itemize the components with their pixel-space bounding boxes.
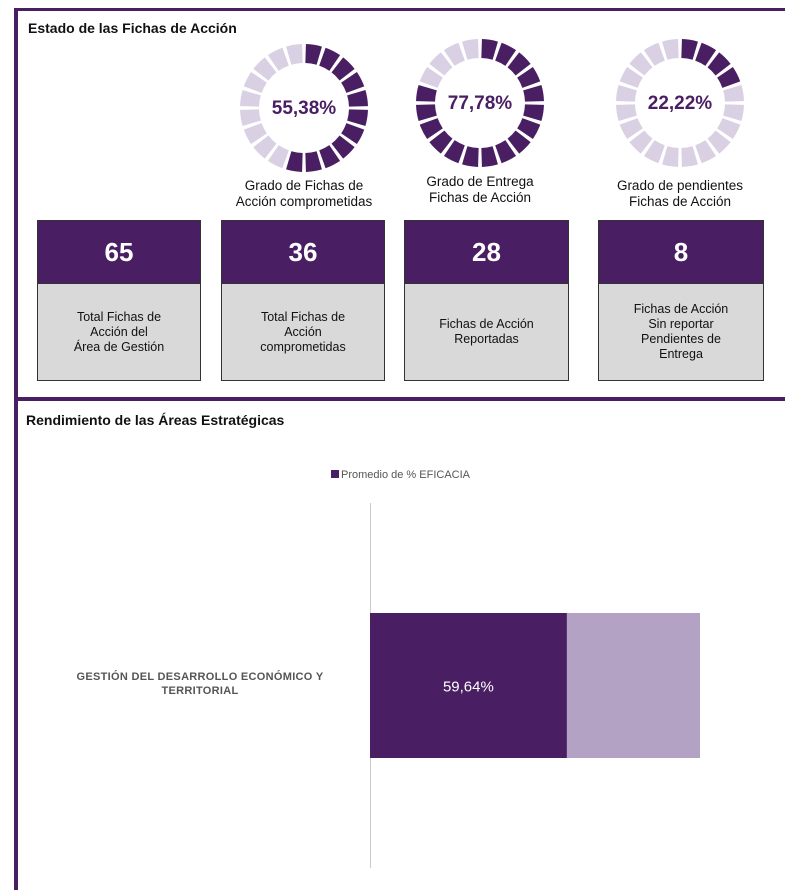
gauge-fill [681,39,741,88]
gauge-segment [481,146,498,167]
legend-swatch [331,470,339,478]
gauge-segment [286,151,303,172]
section-title: Estado de las Fichas de Acción [28,20,237,36]
gauge-segment [707,52,731,76]
gauge-segment [341,71,365,93]
card-value: 8 [598,220,764,284]
gauge-segment [681,39,698,60]
gauge-segment [267,145,289,169]
card-value: 36 [221,220,385,284]
card-value: 28 [404,220,569,284]
gauge-segment [616,104,637,121]
gauge-segment [517,66,541,88]
gauge-segment [507,130,531,154]
gauge-caption: Grado de Fichas de Acción comprometidas [235,178,373,209]
gauge-segment [267,47,289,71]
gauge-caption: Grado de pendientes Fichas de Acción [616,178,744,209]
gauge-segment [495,42,517,66]
gauge-segment [419,118,443,140]
gauge-segment [331,57,355,81]
gauge-segment [429,52,453,76]
gauge-segment [717,66,741,88]
gauge-segment [616,85,637,102]
gauge-segment [662,39,679,60]
gauge-segment [643,42,665,66]
card-label: Total Fichas de Acción del Área de Gesti… [37,284,201,381]
gauge-segment [629,52,653,76]
section-title: Rendimiento de las Áreas Estratégicas [26,412,285,428]
gauge-segment [286,44,303,65]
gauge-segment [347,109,368,126]
gauge-segment [347,90,368,107]
card-label: Fichas de Acción Reportadas [404,284,569,381]
gauge-segment [240,90,261,107]
gauge-track [616,39,744,167]
gauge-segment [341,123,365,145]
gauge-segment [695,140,717,164]
gauge-segment [319,145,341,169]
gauge-segment [695,42,717,66]
card-value: 65 [37,220,201,284]
y-tick-label: GESTIÓN DEL DESARROLLO ECONÓMICO Y TERRI… [76,670,324,697]
card-label: Fichas de Acción Sin reportar Pendientes… [598,284,764,381]
gauge-segment [319,47,341,71]
gauge-fill [416,39,544,167]
gauge-segment [240,109,261,126]
gauge-segment [507,52,531,76]
bar [370,613,567,758]
legend-label: Promedio de % EFICACIA [341,469,471,481]
gauge-segment [253,57,277,81]
gauge-segment [523,104,544,121]
gauge-segment [619,66,643,88]
gauge-segment [429,130,453,154]
gauge-segment [481,39,498,60]
gauge-segment [419,66,443,88]
gauge-segment [331,135,355,159]
gauge-value: 77,78% [448,93,513,114]
gauge-segment [723,104,744,121]
gauge-segment [681,146,698,167]
gauge-segment [443,42,465,66]
frame-divider [14,397,785,401]
gauge-segment [462,39,479,60]
gauge-caption: Grado de Entrega Fichas de Acción [426,174,534,205]
gauge-track [419,39,479,88]
gauge-segment [416,104,437,121]
gauge-value: 22,22% [648,93,713,114]
frame-top [14,8,785,11]
gauge-segment [629,130,653,154]
gauge-segment [416,85,437,102]
gauge-segment [717,118,741,140]
gauge-segment [305,151,322,172]
gauge-segment [707,130,731,154]
gauge-segment [523,85,544,102]
card-label: Total Fichas de Acción comprometidas [221,284,385,381]
gauge-segment [305,44,322,65]
gauge-segment [723,85,744,102]
gauge-segment [662,146,679,167]
gauge-segment [443,140,465,164]
gauge-segment [517,118,541,140]
gauge-segment [462,146,479,167]
gauge-segment [243,71,267,93]
gauge-segment [643,140,665,164]
gauge-segment [619,118,643,140]
bar-value-label: 59,64% [443,679,494,696]
gauge-segment [253,135,277,159]
frame-left [14,8,18,890]
gauge-value: 55,38% [272,98,337,119]
gauge-segment [495,140,517,164]
gauge-fill [286,44,368,172]
gauge-segment [243,123,267,145]
gauge-track [240,44,303,169]
